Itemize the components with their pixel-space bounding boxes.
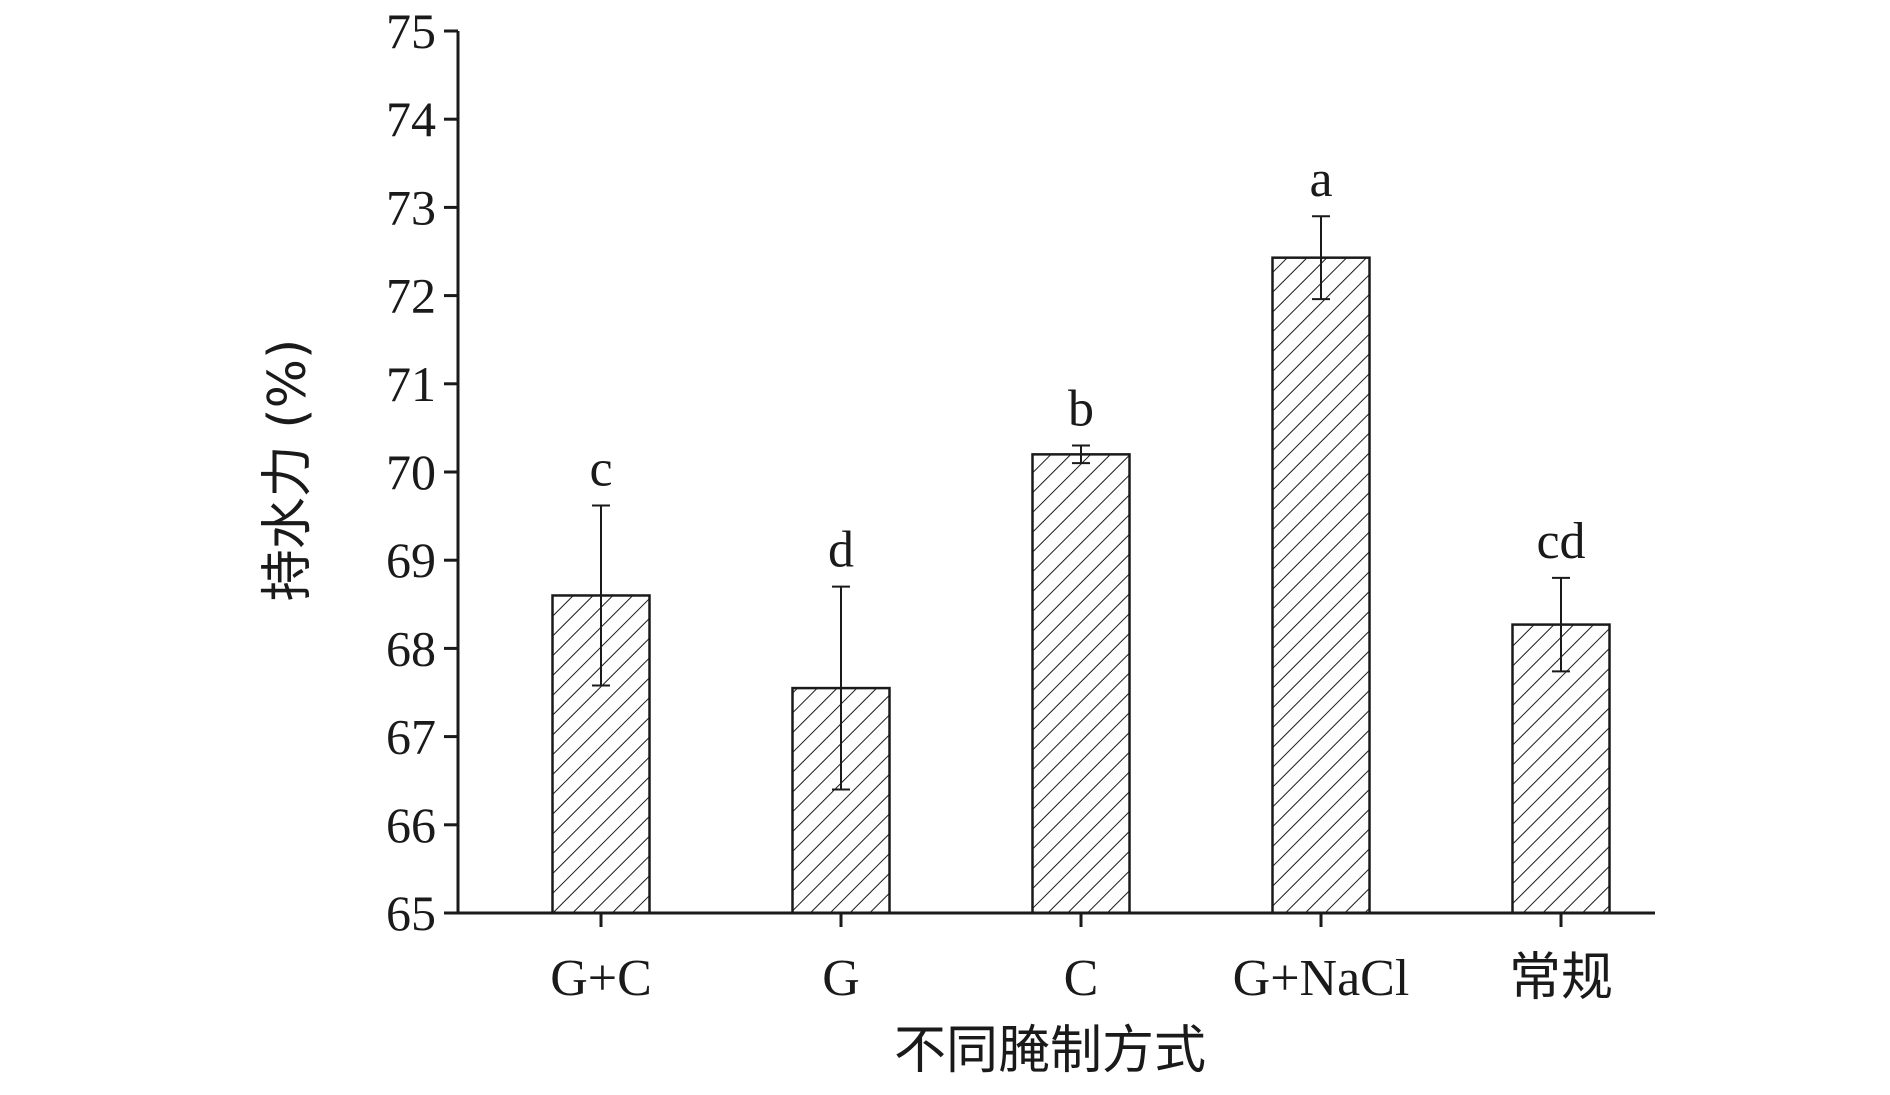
x-axis-ticks: G+C G C G+NaCl 常规 [550,913,1613,1007]
error-bars-group [592,215,1570,791]
y-axis-ticks: 65 66 67 68 69 70 71 72 73 74 75 [386,3,458,941]
x-tick-label: G+NaCl [1233,950,1410,1007]
significance-label: a [1309,151,1332,208]
y-tick-label: 67 [386,709,436,765]
y-tick-label: 73 [386,179,436,235]
y-tick-label: 69 [386,532,436,588]
bars-group [551,256,1611,915]
x-axis-title: 不同腌制方式 [894,1021,1206,1081]
bar [1031,453,1131,915]
y-tick-label: 68 [386,620,436,676]
x-tick-label: G [822,950,860,1007]
significance-label: b [1068,381,1094,438]
significance-label: cd [1536,513,1585,570]
x-tick-label: G+C [550,950,652,1007]
y-tick-label: 71 [386,356,436,412]
y-tick-label: 72 [386,268,436,324]
y-tick-label: 70 [386,444,436,500]
y-axis-title: 持水力 (%) [258,339,318,602]
bar [1271,256,1371,915]
y-tick-label: 66 [386,797,436,853]
significance-label: c [589,441,612,498]
x-tick-label: 常规 [1509,950,1613,1007]
x-tick-label: C [1064,950,1099,1007]
y-tick-label: 74 [386,91,436,147]
significance-label: d [828,522,854,579]
bar [1511,623,1611,915]
y-tick-label: 75 [386,3,436,59]
y-tick-label: 65 [386,885,436,941]
